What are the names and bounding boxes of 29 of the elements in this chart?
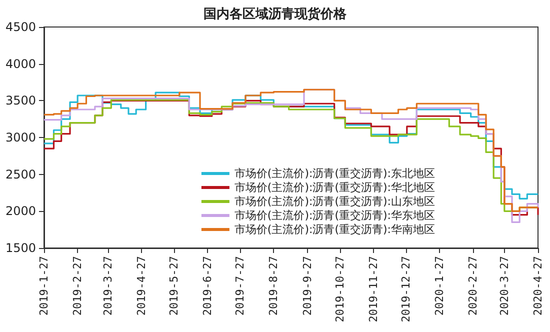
- legend-label: 市场价(主流价):沥青(重交沥青):华东地区: [234, 209, 435, 222]
- y-tick-label: 3000: [5, 130, 36, 144]
- y-tick-label: 4500: [5, 20, 36, 34]
- x-tick-label: 2019-9-27: [300, 256, 314, 316]
- x-tick-label: 2019-6-27: [201, 256, 214, 316]
- legend-label: 市场价(主流价):沥青(重交沥青):华南地区: [234, 223, 435, 236]
- y-tick-label: 3500: [5, 94, 36, 108]
- x-tick-label: 2019-8-27: [267, 256, 280, 316]
- x-tick-label: 2019-12-27: [399, 256, 412, 322]
- x-tick-label: 2020-1-27: [432, 256, 446, 316]
- x-tick-label: 2019-11-27: [366, 256, 380, 322]
- x-tick-label: 2019-3-27: [101, 256, 114, 316]
- x-tick-label: 2020-2-27: [466, 256, 480, 316]
- x-tick-label: 2020-4-27: [532, 256, 544, 316]
- x-tick-label: 2020-3-27: [498, 256, 511, 316]
- chart-title: 国内各区域沥青现货价格: [204, 6, 348, 22]
- x-tick-label: 2019-1-27: [38, 256, 50, 316]
- legend-label: 市场价(主流价):沥青(重交沥青):华北地区: [234, 181, 435, 194]
- x-tick-label: 2019-5-27: [168, 256, 180, 316]
- y-tick-label: 4000: [5, 56, 36, 71]
- legend-label: 市场价(主流价):沥青(重交沥青):东北地区: [234, 167, 435, 180]
- x-tick-label: 2019-2-27: [71, 256, 84, 316]
- x-tick-label: 2019-7-27: [234, 256, 247, 316]
- x-tick-label: 2019-10-27: [333, 256, 346, 322]
- y-tick-label: 1500: [5, 241, 36, 255]
- legend-label: 市场价(主流价):沥青(重交沥青):山东地区: [234, 195, 435, 208]
- x-tick-label: 2019-4-27: [135, 256, 148, 316]
- y-tick-label: 2000: [5, 204, 36, 218]
- y-tick-label: 2500: [5, 167, 36, 182]
